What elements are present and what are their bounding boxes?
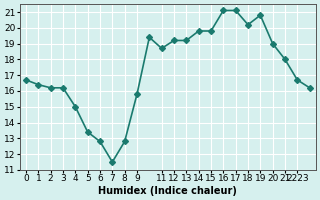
X-axis label: Humidex (Indice chaleur): Humidex (Indice chaleur) (98, 186, 237, 196)
